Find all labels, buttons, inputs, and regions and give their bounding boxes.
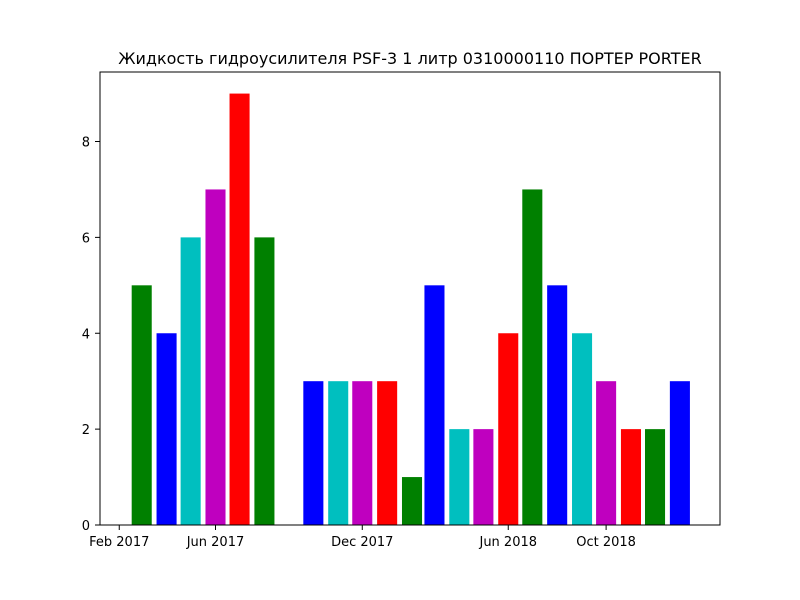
x-tick-label: Dec 2017 [331,535,393,550]
bar [401,477,423,525]
bar [620,429,641,525]
bar [328,381,349,525]
bar [377,381,398,525]
x-tick-label: Jun 2018 [478,535,537,550]
bar [131,285,152,525]
bar [229,93,250,526]
bar [596,381,617,525]
bars-group [131,93,690,526]
y-tick-label: 4 [82,327,90,342]
y-tick-label: 2 [82,423,90,438]
y-tick-label: 6 [82,231,90,246]
bar [156,333,177,525]
chart-title: Жидкость гидроусилителя PSF-3 1 литр 031… [118,49,701,68]
bar [303,381,324,525]
bar [645,429,666,525]
bar [180,237,201,525]
y-tick-label: 8 [82,136,90,151]
bar [498,333,519,525]
x-axis-ticks: Feb 2017 Jun 2017 Dec 2017 Jun 2018 Oct 2018 [89,525,636,550]
bar [522,189,543,525]
bar [449,429,470,525]
bar [572,333,593,525]
x-tick-label: Jun 2017 [186,535,245,550]
bar [205,189,226,525]
x-tick-label: Oct 2018 [576,535,636,550]
bar [547,285,568,525]
bar [254,237,275,525]
bar [473,429,494,525]
bar [424,285,445,525]
plot-frame [99,71,721,526]
y-axis-ticks: 0 2 4 6 8 [82,136,100,534]
bar [669,381,690,525]
x-tick-label: Feb 2017 [89,535,149,550]
y-tick-label: 0 [82,519,90,534]
bar [352,381,373,525]
